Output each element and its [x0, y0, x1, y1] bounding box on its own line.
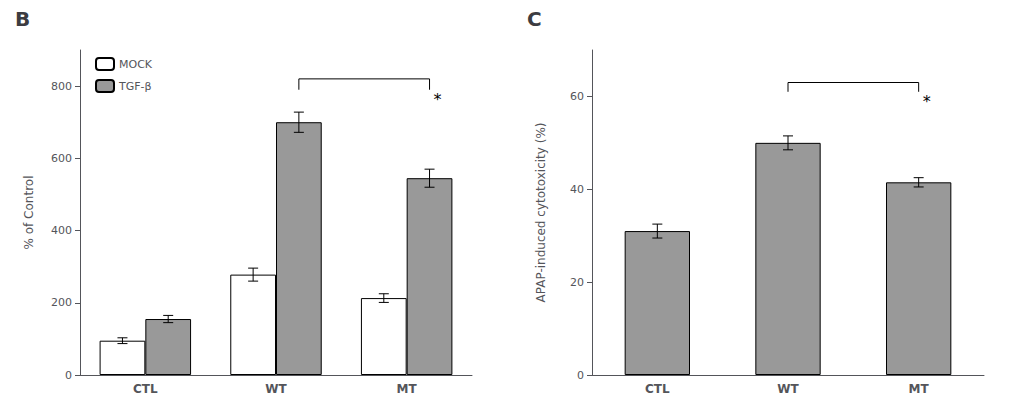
- svg-text:40: 40: [570, 183, 584, 196]
- svg-text:20: 20: [570, 276, 584, 289]
- svg-text:0: 0: [577, 369, 584, 382]
- svg-text:TGF-β: TGF-β: [118, 80, 152, 93]
- svg-text:0: 0: [65, 369, 72, 382]
- svg-text:WT: WT: [265, 382, 287, 396]
- svg-text:60: 60: [570, 90, 584, 103]
- svg-text:C: C: [527, 7, 542, 31]
- svg-text:800: 800: [51, 80, 72, 93]
- svg-text:WT: WT: [777, 382, 799, 396]
- svg-text:400: 400: [51, 224, 72, 237]
- svg-text:CTL: CTL: [133, 382, 158, 396]
- svg-text:CTL: CTL: [645, 382, 670, 396]
- svg-text:MT: MT: [909, 382, 930, 396]
- svg-text:MT: MT: [397, 382, 418, 396]
- svg-text:*: *: [923, 92, 931, 111]
- svg-text:MOCK: MOCK: [119, 58, 153, 71]
- svg-text:600: 600: [51, 152, 72, 165]
- svg-text:% of Control: % of Control: [22, 176, 36, 250]
- svg-text:APAP-induced cytotoxicity (%): APAP-induced cytotoxicity (%): [534, 123, 548, 303]
- svg-text:*: *: [434, 90, 442, 109]
- svg-text:200: 200: [51, 296, 72, 309]
- svg-text:B: B: [15, 7, 30, 31]
